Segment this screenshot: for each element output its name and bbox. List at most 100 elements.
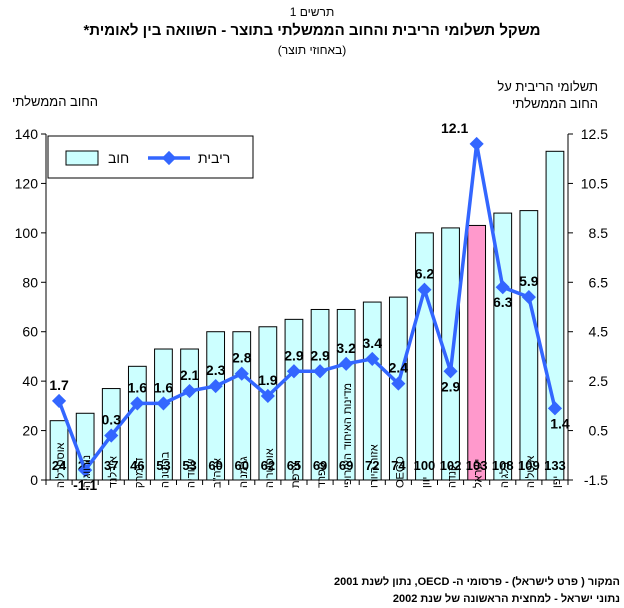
interest-point: [260, 388, 275, 404]
interest-value-label: 3.4: [363, 335, 383, 351]
bar-value-label: 24: [52, 458, 67, 473]
bar: [284, 318, 304, 481]
interest-value-label: -1.1: [73, 477, 97, 493]
interest-value-label: 2.9: [284, 347, 304, 363]
left-tick-label: 40: [22, 373, 38, 389]
interest-value-label: 2.4: [389, 360, 409, 376]
chart-subtitle: (באחוזי תוצר): [277, 43, 347, 57]
category-label: קנדה: [447, 464, 459, 488]
bar-value-label: 53: [156, 458, 170, 473]
right-axis-title-line2: החוב הממשלתי: [511, 96, 598, 111]
category-label: נורווגיה: [81, 455, 93, 488]
right-axis-title-line1: תשלומי הריבית על: [497, 79, 598, 94]
right-tick-label: 2.5: [589, 373, 609, 389]
interest-value-label: 5.9: [519, 273, 539, 289]
category-label: אירלנד: [106, 456, 119, 488]
category-label: מדינות האיחוד האירופי: [342, 383, 354, 488]
right-tick-label: 10.5: [581, 175, 608, 191]
bar-value-label: 53: [182, 458, 196, 473]
right-tick-label: -1.5: [584, 472, 608, 488]
interest-point: [104, 428, 119, 443]
category-label: ארה"ב: [212, 458, 224, 488]
left-tick-label: 0: [30, 472, 38, 488]
interest-point: [521, 290, 536, 305]
category-label: אזור היורו: [368, 444, 380, 488]
interest-value-label: 1.9: [258, 372, 278, 388]
legend-line-marker: [161, 150, 177, 166]
interest-point: [365, 351, 380, 366]
right-tick-label: 4.5: [589, 324, 609, 340]
category-label: בלגיה: [498, 461, 511, 488]
bar-value-label: 69: [313, 458, 327, 473]
legend-bar-swatch: [65, 150, 99, 166]
bar-value-label: 60: [235, 458, 249, 473]
category-label: גרמניה: [238, 456, 250, 488]
left-axis-title: החוב הממשלתי: [12, 94, 99, 109]
category-label: שוודיה: [186, 459, 198, 488]
interest-value-label: 1.4: [550, 415, 570, 431]
bar-value-label: 103: [466, 458, 488, 473]
left-tick-label: 20: [22, 423, 38, 439]
bar-value-label: 60: [208, 458, 222, 473]
bar-value-label: 62: [261, 458, 275, 473]
left-tick-label: 120: [15, 175, 39, 191]
interest-value-label: 1.6: [154, 379, 174, 395]
right-tick-label: 8.5: [589, 225, 609, 241]
interest-value-label: 1.6: [128, 379, 148, 395]
bar-value-label: 108: [492, 458, 514, 473]
category-label: OECD: [394, 456, 406, 488]
interest-point: [495, 280, 510, 295]
bar-value-label: 74: [391, 458, 406, 473]
source-line-1: המקור ( פרט לישראל) - פרסומי ה- OECD, נת…: [333, 576, 620, 588]
left-tick-label: 80: [22, 274, 38, 290]
interest-point: [443, 364, 458, 379]
interest-value-label: 3.2: [336, 340, 356, 356]
interest-point: [286, 364, 302, 379]
interest-point: [51, 393, 67, 408]
chart-title: משקל תשלומי הריבית והחוב הממשלתי בתוצר -…: [83, 22, 541, 39]
right-axis-title: תשלומי הריבית על החוב הממשלתי: [468, 78, 598, 112]
interest-point: [182, 383, 197, 399]
interest-point: [391, 376, 406, 391]
bar-value-label: 37: [104, 458, 118, 473]
interest-value-label: 2.3: [206, 362, 226, 378]
category-label: ספרד: [316, 462, 328, 488]
category-label: דנמרק: [133, 458, 145, 488]
interest-point: [78, 463, 93, 478]
bar-value-label: 133: [544, 458, 566, 473]
interest-point: [130, 396, 145, 411]
interest-point: [469, 136, 484, 151]
interest-value-label: 1.7: [49, 377, 69, 393]
interest-value-label: 6.2: [415, 266, 435, 282]
interest-point: [312, 364, 328, 379]
bar-value-label: 65: [287, 458, 301, 473]
left-tick-label: 140: [15, 126, 39, 142]
source-note: המקור ( פרט לישראל) - פרסומי ה- OECD, נת…: [320, 574, 620, 608]
category-label: יוון: [420, 477, 432, 488]
right-tick-label: 0.5: [589, 423, 609, 439]
left-tick-label: 100: [15, 225, 39, 241]
category-label: אוסטרליה: [54, 442, 67, 488]
interest-value-label: 2.1: [180, 367, 200, 383]
interest-value-label: 12.1: [441, 120, 468, 136]
bar: [310, 308, 330, 481]
interest-point: [547, 401, 563, 416]
category-label: איטליה: [524, 456, 537, 488]
interest-point: [234, 366, 249, 381]
interest-point: [339, 356, 354, 371]
interest-value-label: 2.9: [310, 347, 330, 363]
bar-value-label: 72: [365, 458, 379, 473]
bar-value-label: 100: [414, 458, 436, 473]
interest-value-label: 2.9: [441, 378, 461, 394]
category-label: בריטניה: [159, 451, 171, 488]
interest-value-label: 6.3: [493, 294, 513, 310]
bar-value-label: 109: [518, 458, 540, 473]
legend-line-label: ריבית: [198, 150, 230, 166]
interest-point: [156, 396, 171, 411]
bar-value-label: 46: [130, 458, 144, 473]
interest-value-label: 2.8: [232, 350, 252, 366]
category-label: אוסטריה: [264, 448, 276, 488]
right-tick-label: 12.5: [581, 126, 608, 142]
interest-point: [417, 282, 432, 297]
